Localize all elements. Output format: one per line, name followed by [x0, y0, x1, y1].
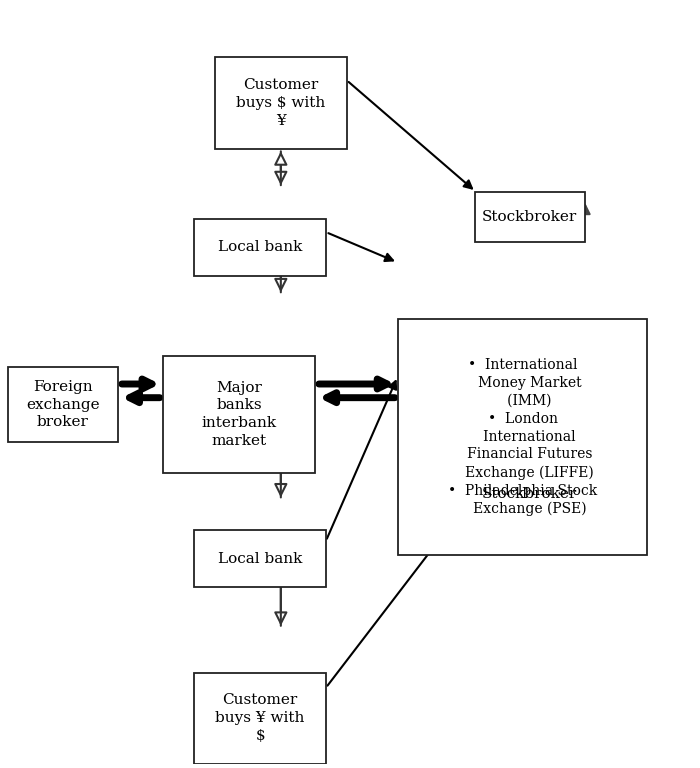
FancyBboxPatch shape: [195, 530, 326, 588]
FancyBboxPatch shape: [163, 356, 316, 473]
Text: Stockbroker: Stockbroker: [482, 210, 578, 224]
FancyBboxPatch shape: [398, 319, 648, 555]
FancyBboxPatch shape: [8, 366, 118, 442]
FancyBboxPatch shape: [215, 58, 346, 148]
FancyBboxPatch shape: [195, 673, 326, 764]
Text: Local bank: Local bank: [218, 240, 302, 254]
Text: Major
banks
interbank
market: Major banks interbank market: [202, 381, 277, 449]
Text: Stockbroker: Stockbroker: [482, 487, 578, 502]
FancyBboxPatch shape: [475, 469, 585, 519]
Text: Local bank: Local bank: [218, 551, 302, 566]
FancyBboxPatch shape: [475, 192, 585, 242]
FancyBboxPatch shape: [195, 219, 326, 276]
Text: •  International
   Money Market
   (IMM)
•  London
   International
   Financia: • International Money Market (IMM) • Lon…: [448, 358, 598, 516]
Text: Customer
buys ¥ with
$: Customer buys ¥ with $: [216, 694, 304, 743]
Text: Foreign
exchange
broker: Foreign exchange broker: [26, 379, 100, 429]
Text: Customer
buys $ with
¥: Customer buys $ with ¥: [236, 78, 326, 127]
